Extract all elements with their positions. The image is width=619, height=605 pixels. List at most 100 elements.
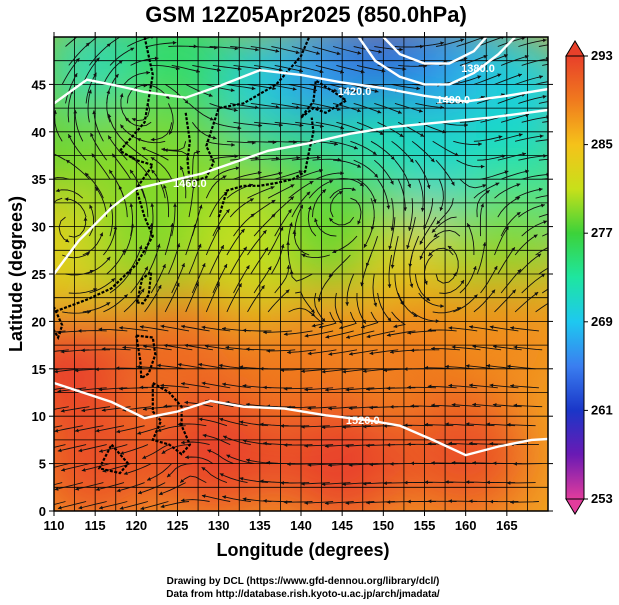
streamline-arrow	[448, 326, 453, 330]
streamline-arrow	[119, 326, 123, 330]
streamline-arrow	[363, 243, 368, 248]
streamline-arrow	[482, 184, 487, 188]
streamline	[494, 289, 517, 313]
streamline-arrow	[175, 66, 180, 71]
streamline-arrow	[279, 226, 284, 231]
streamline	[108, 169, 125, 199]
streamline	[304, 444, 334, 447]
streamline	[164, 282, 180, 313]
streamline	[123, 72, 151, 85]
streamline-arrow	[57, 505, 62, 510]
streamline	[293, 230, 310, 256]
streamline	[212, 167, 240, 180]
streamline	[247, 186, 275, 199]
streamline	[374, 46, 403, 51]
streamline	[312, 46, 341, 55]
streamline	[476, 189, 490, 218]
y-tick-label: 5	[39, 457, 46, 472]
streamline	[54, 425, 83, 432]
streamline-arrow	[410, 348, 415, 353]
streamline	[147, 42, 177, 47]
streamline-arrow	[95, 487, 100, 492]
streamline-arrow	[120, 451, 125, 455]
streamline	[82, 232, 104, 256]
streamline-arrow	[369, 351, 374, 356]
y-tick-label: 15	[32, 362, 46, 377]
streamline-arrow	[106, 302, 111, 306]
streamline	[411, 140, 435, 163]
streamline-arrow	[324, 501, 329, 506]
streamline-arrow	[419, 240, 424, 245]
streamline-arrow	[533, 234, 538, 239]
streamline-arrow	[390, 350, 394, 354]
streamline-arrow	[409, 158, 414, 163]
streamline-arrow	[68, 134, 72, 139]
streamline-arrow	[321, 318, 326, 322]
streamline-arrow	[123, 294, 128, 299]
streamline	[514, 234, 538, 256]
streamline-arrow	[386, 386, 391, 391]
streamline	[411, 311, 440, 322]
streamline-arrow	[445, 364, 449, 369]
streamline-arrow	[160, 324, 165, 329]
streamline	[542, 63, 548, 66]
streamline-arrow	[113, 225, 118, 230]
streamline	[263, 330, 292, 333]
streamline	[480, 170, 509, 180]
streamline	[62, 311, 91, 314]
streamline	[124, 117, 152, 127]
streamline-arrow	[184, 99, 189, 104]
streamline	[318, 273, 334, 302]
streamline	[184, 344, 213, 351]
streamline-arrow	[201, 381, 206, 386]
streamline-arrow	[119, 93, 124, 98]
streamline-arrow	[290, 184, 295, 188]
streamline-arrow	[185, 455, 189, 460]
streamline-arrow	[357, 108, 362, 113]
streamline	[397, 121, 425, 137]
streamline	[456, 159, 485, 168]
streamline-arrow	[321, 482, 326, 487]
streamline-arrow	[161, 450, 166, 454]
streamline	[336, 64, 365, 73]
streamline	[489, 384, 519, 389]
streamline-arrow	[196, 150, 201, 155]
streamline-arrow	[161, 147, 166, 152]
streamline	[161, 141, 187, 151]
streamline	[476, 242, 486, 275]
streamline-arrow	[447, 245, 452, 250]
streamline	[386, 330, 416, 337]
streamline	[143, 345, 172, 351]
streamline-arrow	[147, 477, 152, 481]
streamline-arrow	[369, 405, 373, 410]
streamline-arrow	[260, 285, 265, 290]
streamline-arrow	[226, 454, 231, 459]
streamline-arrow	[141, 147, 146, 151]
streamline-arrow	[345, 501, 350, 505]
streamline-arrow	[318, 324, 323, 329]
streamline-arrow	[348, 463, 353, 467]
streamline	[65, 72, 78, 104]
x-tick-label: 125	[167, 518, 189, 533]
streamline	[535, 139, 548, 142]
streamline-arrow	[286, 265, 291, 269]
streamline	[274, 121, 304, 127]
streamline-arrow	[465, 422, 470, 426]
streamline	[101, 348, 131, 351]
streamline-arrow	[510, 383, 514, 388]
streamline-arrow	[450, 181, 455, 186]
streamline-arrow	[321, 425, 326, 430]
streamline	[98, 328, 128, 332]
streamline	[139, 326, 169, 332]
streamline-arrow	[451, 460, 456, 465]
streamline	[141, 146, 169, 161]
streamline-arrow	[237, 125, 242, 130]
streamline-arrow	[75, 57, 80, 62]
contour-line	[54, 108, 548, 275]
streamline-arrow	[120, 124, 124, 129]
y-tick-label: 25	[32, 267, 46, 282]
streamline	[150, 122, 173, 141]
streamline-arrow	[77, 328, 82, 333]
streamline-arrow	[503, 54, 508, 58]
y-tick-label: 0	[39, 504, 46, 519]
